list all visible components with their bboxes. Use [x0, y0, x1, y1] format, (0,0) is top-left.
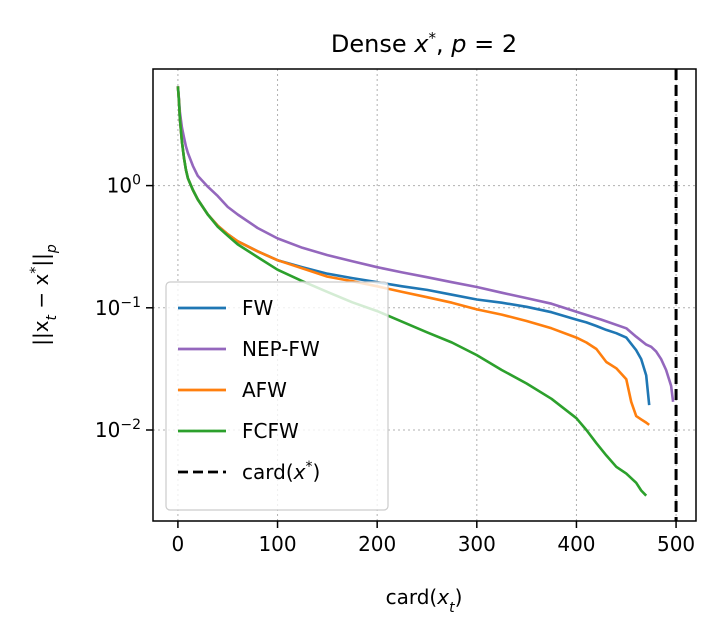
x-tick-label: 100: [258, 532, 296, 556]
y-tick-label: 10−1: [95, 295, 141, 320]
legend-box: [165, 281, 389, 511]
plot-frame: [152, 68, 697, 522]
x-axis-ticks: 0 100 200 300 400 500: [172, 521, 695, 556]
y-axis-ticks: 100 10−1 10−2: [95, 173, 153, 442]
y-tick-label: 10−2: [95, 417, 141, 442]
chart-title: Dense x*, p = 2: [331, 29, 517, 58]
x-tick-label: 200: [358, 532, 396, 556]
legend-label: FCFW: [242, 419, 299, 443]
legend: FW NEP-FW AFW FCFW card(x*): [165, 281, 389, 511]
legend-label: FW: [242, 296, 274, 320]
series-nep-fw-line: [176, 86, 675, 402]
y-axis-label: ||xt − x*||p: [28, 244, 60, 346]
x-tick-label: 300: [458, 532, 496, 556]
x-tick-label: 0: [172, 532, 185, 556]
x-axis-label: card(xt): [386, 585, 463, 616]
x-tick-label: 400: [557, 532, 595, 556]
legend-label: AFW: [242, 378, 287, 402]
legend-label: card(x*): [242, 459, 320, 484]
x-tick-label: 500: [657, 532, 695, 556]
y-tick-label: 100: [107, 173, 141, 198]
legend-label: NEP-FW: [242, 337, 320, 361]
